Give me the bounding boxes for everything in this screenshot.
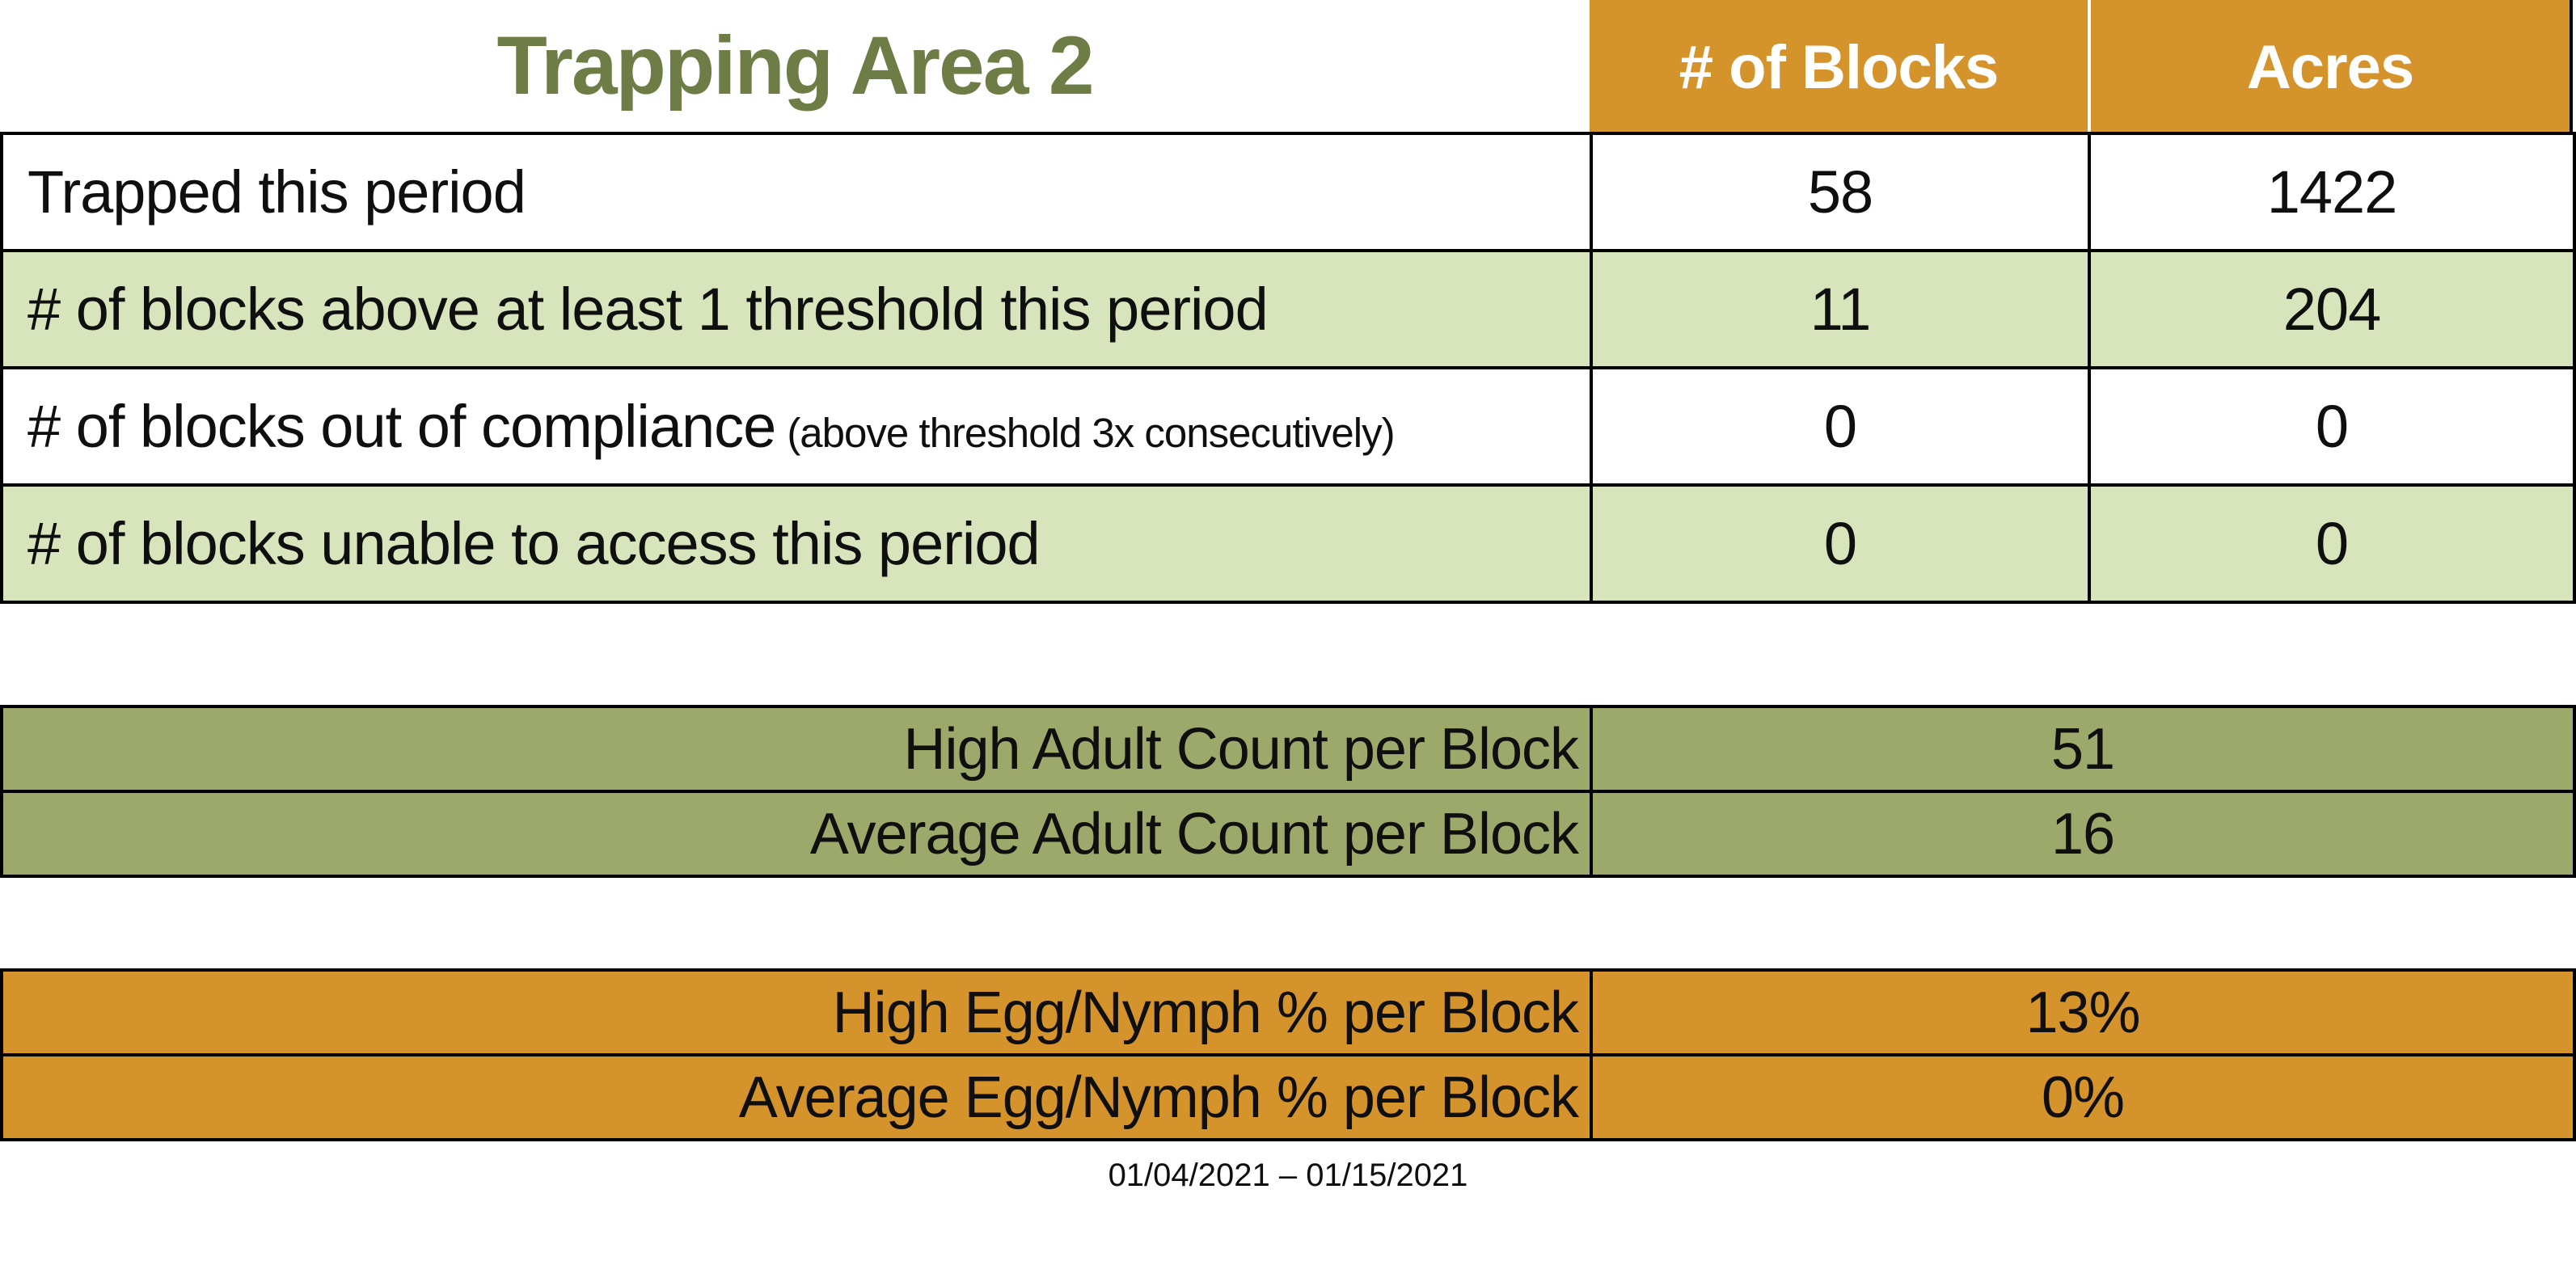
acres-value: 0 xyxy=(2088,366,2576,487)
row-label: # of blocks above at least 1 threshold t… xyxy=(0,249,1593,369)
row-label: Average Egg/Nymph % per Block xyxy=(0,1053,1593,1141)
table-row: Average Adult Count per Block 16 xyxy=(0,790,2576,878)
summary-table: Trapped this period 58 1422 # of blocks … xyxy=(0,132,2576,604)
row-value: 51 xyxy=(1590,705,2576,793)
row-value: 13% xyxy=(1590,968,2576,1056)
acres-value: 1422 xyxy=(2088,132,2576,252)
blocks-value: 0 xyxy=(1590,483,2091,604)
egg-nymph-table: High Egg/Nymph % per Block 13% Average E… xyxy=(0,968,2576,1141)
table-row: # of blocks unable to access this period… xyxy=(0,483,2576,604)
blocks-value: 58 xyxy=(1590,132,2091,252)
row-label: High Adult Count per Block xyxy=(0,705,1593,793)
table-row: # of blocks above at least 1 threshold t… xyxy=(0,249,2576,369)
acres-value: 204 xyxy=(2088,249,2576,369)
row-label: High Egg/Nymph % per Block xyxy=(0,968,1593,1056)
row-label: # of blocks unable to access this period xyxy=(0,483,1593,604)
column-header-acres: Acres xyxy=(2091,0,2573,134)
blocks-value: 11 xyxy=(1590,249,2091,369)
table-row: High Adult Count per Block 51 xyxy=(0,705,2576,793)
adult-count-table: High Adult Count per Block 51 Average Ad… xyxy=(0,705,2576,878)
blocks-value: 0 xyxy=(1590,366,2091,487)
row-label-main: # of blocks out of compliance xyxy=(27,393,776,460)
table-row: Average Egg/Nymph % per Block 0% xyxy=(0,1053,2576,1141)
column-header-blocks-label: # of Blocks xyxy=(1679,32,1999,102)
table-row: # of blocks out of compliance (above thre… xyxy=(0,366,2576,487)
row-label: Trapped this period xyxy=(0,132,1593,252)
row-value: 0% xyxy=(1590,1053,2576,1141)
column-header-blocks: # of Blocks xyxy=(1590,0,2088,134)
page-title: Trapping Area 2 xyxy=(496,19,1094,112)
date-range-caption: 01/04/2021 – 01/15/2021 xyxy=(1108,1158,1468,1193)
table-row: Trapped this period 58 1422 xyxy=(0,132,2576,252)
table-row: High Egg/Nymph % per Block 13% xyxy=(0,968,2576,1056)
row-value: 16 xyxy=(1590,790,2576,878)
row-label: Average Adult Count per Block xyxy=(0,790,1593,878)
acres-value: 0 xyxy=(2088,483,2576,604)
row-label: # of blocks out of compliance (above thre… xyxy=(0,366,1593,487)
row-label-note: (above threshold 3x consecutively) xyxy=(787,410,1395,456)
column-header-acres-label: Acres xyxy=(2246,32,2414,102)
